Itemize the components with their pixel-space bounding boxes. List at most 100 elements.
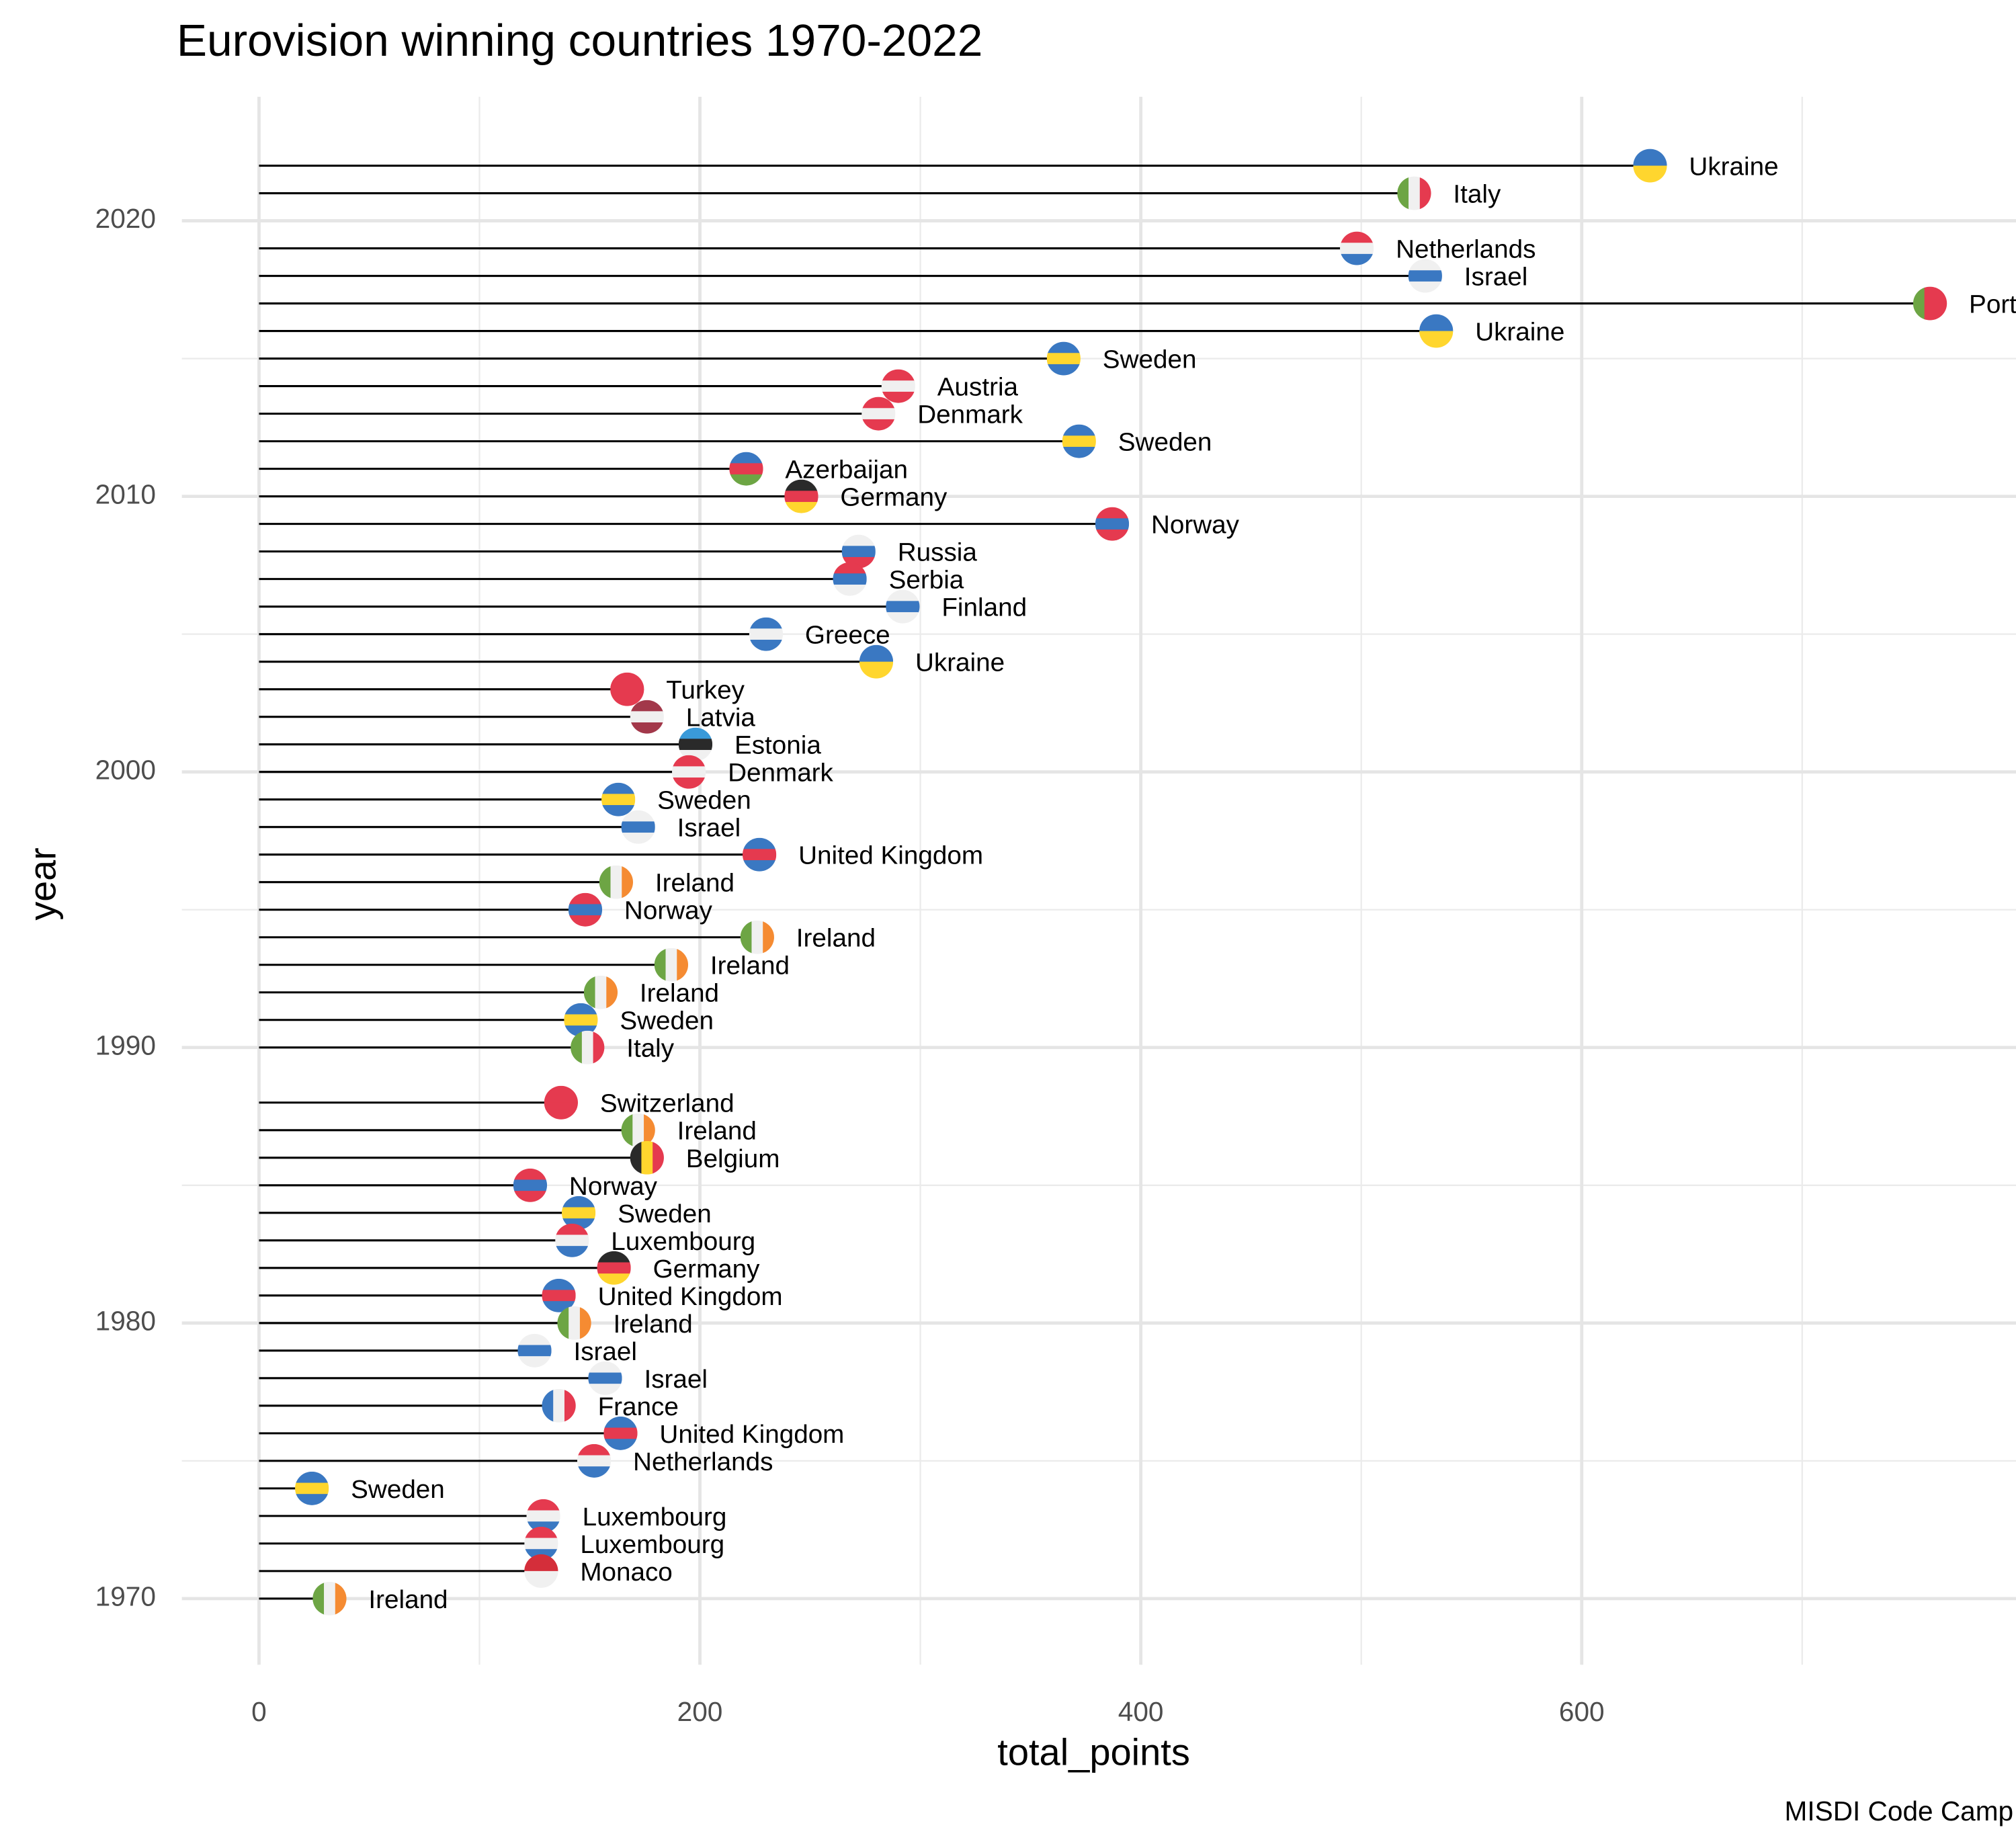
country-label: Austria (937, 373, 1019, 402)
flag-stripe (841, 546, 876, 558)
flag-stripe (742, 860, 777, 872)
flag-point (577, 1443, 612, 1478)
flag-stripe (859, 661, 894, 679)
flag-point (1633, 149, 1667, 183)
flag-stripe (577, 1466, 612, 1478)
flag-point (630, 700, 664, 734)
flag-stripe (1408, 270, 1442, 282)
flag-stripe (603, 1416, 638, 1429)
flag-point (621, 810, 655, 844)
flag-stripe (833, 584, 867, 596)
flag-stripe (577, 1443, 612, 1456)
flag-point (564, 1003, 598, 1037)
chart-title: Eurovision winning countries 1970-2022 (177, 15, 983, 66)
flag-stripe (513, 1168, 548, 1181)
flag-stripe (862, 419, 896, 431)
flag-point (1062, 424, 1096, 458)
flag-stripe (561, 1207, 596, 1220)
y-tick-label: 2000 (95, 754, 156, 785)
flag-stripe (1339, 253, 1374, 265)
flag-stripe (1408, 259, 1442, 271)
flag-stripe (295, 1482, 329, 1495)
flag-stripe (1339, 231, 1374, 244)
flag-stripe (1409, 176, 1421, 210)
country-label: Germany (653, 1255, 761, 1284)
flag-stripe (621, 821, 655, 833)
country-label: Israel (573, 1337, 636, 1366)
flag-stripe (583, 975, 596, 1009)
flag-stripe (833, 562, 867, 575)
y-tick-label: 1990 (95, 1030, 156, 1061)
flag-stripe (1095, 518, 1130, 530)
flag-stripe (1046, 341, 1081, 354)
flag-point (784, 479, 818, 513)
flag-point (654, 948, 689, 982)
country-label: Ireland (710, 952, 790, 980)
flag-stripe (524, 1538, 558, 1550)
flag-point (597, 1251, 631, 1285)
flag-stripe (568, 904, 603, 917)
flag-point (513, 1168, 548, 1202)
country-label: Netherlands (1396, 235, 1536, 264)
country-label: Denmark (917, 401, 1023, 429)
flag-stripe (568, 915, 603, 927)
flag-stripe (1062, 424, 1096, 437)
caption: MISDI Code Camp (1785, 1796, 2014, 1826)
flag-stripe (1913, 286, 1925, 321)
country-label: Ireland (368, 1585, 448, 1614)
flag-stripe (544, 1102, 578, 1120)
flag-point (601, 782, 636, 816)
flag-stripe (595, 975, 607, 1009)
country-label: Sweden (351, 1475, 445, 1504)
flag-stripe (324, 1581, 336, 1615)
flag-stripe (1062, 435, 1096, 448)
flag-stripe (1419, 314, 1454, 332)
y-tick-label: 1980 (95, 1306, 156, 1337)
flag-stripe (610, 865, 623, 899)
flag-stripe (564, 1014, 598, 1027)
flag-point (749, 617, 784, 651)
flag-stripe (784, 479, 818, 492)
flag-stripe (601, 794, 636, 806)
flag-point (542, 1278, 576, 1312)
flag-stripe (335, 1581, 347, 1615)
flag-point (740, 920, 774, 954)
flag-stripe (751, 920, 764, 954)
country-label: Azerbaijan (785, 456, 908, 485)
flag-stripe (1046, 364, 1081, 376)
flag-stripe (571, 1030, 583, 1064)
flag-stripe (621, 833, 655, 844)
country-label: Ireland (614, 1310, 693, 1339)
flag-point (1913, 286, 1947, 321)
flag-stripe (654, 948, 667, 982)
country-label: Netherlands (633, 1447, 773, 1476)
flag-point (295, 1471, 329, 1505)
flag-stripe (742, 849, 777, 861)
flag-stripe (517, 1345, 552, 1357)
flag-stripe (1419, 176, 1431, 210)
flag-point (1408, 259, 1442, 293)
flag-stripe (555, 1223, 589, 1236)
country-label: Serbia (889, 566, 964, 595)
country-label: France (598, 1392, 679, 1421)
flag-stripe (1397, 176, 1410, 210)
country-label: United Kingdom (598, 1282, 783, 1311)
flag-stripe (1633, 149, 1667, 167)
country-label: Norway (1151, 511, 1240, 540)
flag-stripe (542, 1278, 576, 1291)
flag-stripe (881, 369, 915, 382)
country-label: Sweden (618, 1200, 712, 1228)
flag-point (588, 1361, 622, 1395)
flag-stripe (553, 1388, 565, 1423)
flag-stripe (630, 700, 664, 712)
flag-stripe (542, 1290, 576, 1302)
y-tick-label: 2020 (95, 203, 156, 234)
flag-stripe (665, 948, 678, 982)
flag-point (678, 727, 713, 761)
country-label: Sweden (1103, 345, 1197, 374)
flag-point (544, 1085, 578, 1120)
flag-stripe (577, 1455, 612, 1468)
country-label: Sweden (657, 786, 751, 815)
flag-stripe (672, 766, 706, 778)
